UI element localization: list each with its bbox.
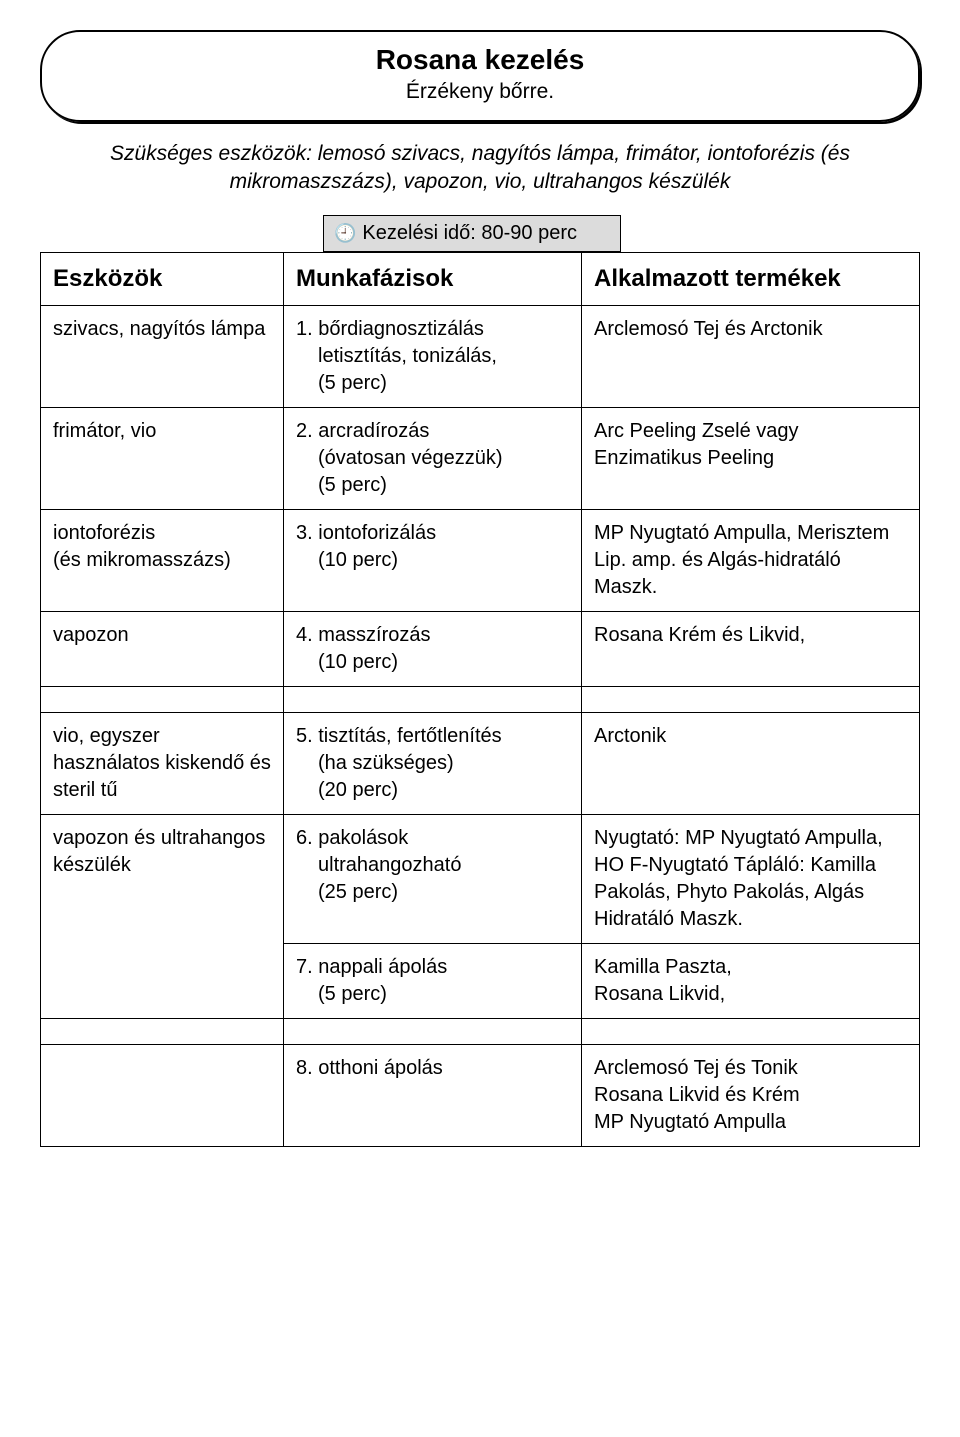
table-row: vio, egyszer használatos kiskendő és ste… [41,713,920,815]
cell-product: Kamilla Paszta,Rosana Likvid, [582,944,920,1019]
phase-num: 1. [296,318,313,340]
col-header-products: Alkalmazott termékek [582,252,920,305]
phase-num: 2. [296,420,313,442]
table-row: vapozon 4. masszírozás (10 perc) Rosana … [41,612,920,687]
phase-name: pakolások [318,827,408,849]
phase-name: arcradírozás [318,420,429,442]
cell-product: Arctonik [582,713,920,815]
phase-sub: (ha szükséges)(20 perc) [296,750,569,804]
gap-row [41,1019,920,1045]
table-header-row: Eszközök Munkafázisok Alkalmazott termék… [41,252,920,305]
table-row: vapozon és ultrahangos készülék 6. pakol… [41,815,920,944]
cell-product: Arc Peeling Zselé vagy Enzimatikus Peeli… [582,408,920,510]
table-row: 8. otthoni ápolás Arclemosó Tej és Tonik… [41,1045,920,1147]
phase-name: bőrdiagnosztizálás [318,318,484,340]
timing-text: Kezelési idő: 80-90 perc [362,222,577,245]
phase-num: 5. [296,725,313,747]
phase-num: 6. [296,827,313,849]
phase-name: masszírozás [318,624,430,646]
cell-phase: 3. iontoforizálás (10 perc) [284,510,582,612]
phase-num: 3. [296,522,313,544]
timing-cell: 🕘 Kezelési idő: 80-90 perc [323,215,621,252]
cell-tool: vio, egyszer használatos kiskendő és ste… [41,713,284,815]
cell-tool [41,1045,284,1147]
phase-name: tisztítás, fertőtlenítés [318,725,501,747]
cell-phase: 1. bőrdiagnosztizálás letisztítás, toniz… [284,306,582,408]
cell-tool: vapozon [41,612,284,687]
phase-num: 4. [296,624,313,646]
phase-sub: (5 perc) [296,981,569,1008]
timing-row: 🕘 Kezelési idő: 80-90 perc [40,215,920,252]
cell-phase: 8. otthoni ápolás [284,1045,582,1147]
phase-sub: letisztítás, tonizálás,(5 perc) [296,343,569,397]
cell-product: Arclemosó Tej és TonikRosana Likvid és K… [582,1045,920,1147]
phase-num: 8. [296,1057,313,1079]
cell-phase: 7. nappali ápolás (5 perc) [284,944,582,1019]
cell-tool: frimátor, vio [41,408,284,510]
table-row: iontoforézis(és mikromasszázs) 3. iontof… [41,510,920,612]
cell-tool: szivacs, nagyítós lámpa [41,306,284,408]
cell-phase: 5. tisztítás, fertőtlenítés (ha szüksége… [284,713,582,815]
intro-text: Szükséges eszközök: lemosó szivacs, nagy… [50,140,910,197]
clock-icon: 🕘 [334,223,356,244]
table-row: szivacs, nagyítós lámpa 1. bőrdiagnoszti… [41,306,920,408]
cell-tool: iontoforézis(és mikromasszázs) [41,510,284,612]
phase-num: 7. [296,956,313,978]
col-header-phases: Munkafázisok [284,252,582,305]
cell-product: MP Nyugtató Ampulla, Merisztem Lip. amp.… [582,510,920,612]
gap-row [41,687,920,713]
cell-phase: 4. masszírozás (10 perc) [284,612,582,687]
phase-name: otthoni ápolás [318,1057,443,1079]
page-title: Rosana kezelés [62,44,898,76]
phase-sub: ultrahangozható(25 perc) [296,852,569,906]
phase-sub: (10 perc) [296,547,569,574]
header-box: Rosana kezelés Érzékeny bőrre. [40,30,920,122]
cell-product: Arclemosó Tej és Arctonik [582,306,920,408]
phase-name: iontoforizálás [318,522,436,544]
phase-sub: (óvatosan végezzük)(5 perc) [296,445,569,499]
cell-product: Rosana Krém és Likvid, [582,612,920,687]
cell-phase: 6. pakolások ultrahangozható(25 perc) [284,815,582,944]
cell-phase: 2. arcradírozás (óvatosan végezzük)(5 pe… [284,408,582,510]
cell-tool: vapozon és ultrahangos készülék [41,815,284,1019]
main-table: Eszközök Munkafázisok Alkalmazott termék… [40,252,920,1147]
phase-sub: (10 perc) [296,649,569,676]
col-header-tools: Eszközök [41,252,284,305]
table-row: frimátor, vio 2. arcradírozás (óvatosan … [41,408,920,510]
phase-name: nappali ápolás [318,956,447,978]
page-subtitle: Érzékeny bőrre. [62,80,898,104]
cell-product: Nyugtató: MP Nyugtató Ampulla, HO F-Nyug… [582,815,920,944]
